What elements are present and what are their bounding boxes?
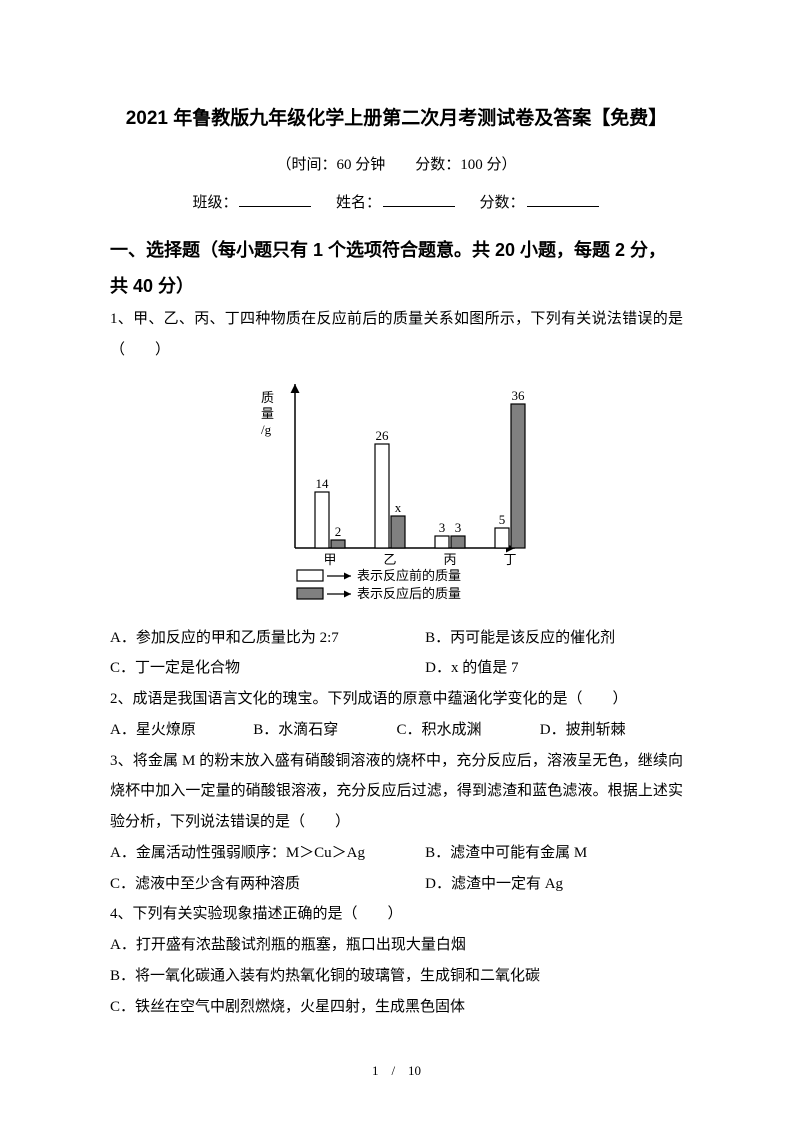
- field-class-label: 班级：: [192, 195, 237, 211]
- q1-options: A．参加反应的甲和乙质量比为 2:7 B．丙可能是该反应的催化剂 C．丁一定是化…: [110, 623, 683, 685]
- q1-opt-c[interactable]: C．丁一定是化合物: [110, 653, 425, 684]
- q3-stem: 3、将金属 M 的粉末放入盛有硝酸铜溶液的烧杯中，充分反应后，溶液呈无色，继续向…: [110, 746, 683, 838]
- q4-opt-c[interactable]: C．铁丝在空气中剧烈燃烧，火星四射，生成黑色固体: [110, 992, 683, 1023]
- field-class-blank[interactable]: [239, 191, 311, 207]
- q1-opt-d[interactable]: D．x 的值是 7: [425, 653, 683, 684]
- svg-text:质: 质: [261, 390, 274, 405]
- svg-text:表示反应前的质量: 表示反应前的质量: [357, 568, 461, 583]
- svg-text:乙: 乙: [383, 552, 396, 567]
- q3-options: A．金属活动性强弱顺序：M＞Cu＞Ag B．滤渣中可能有金属 M C．滤液中至少…: [110, 838, 683, 900]
- svg-text:丙: 丙: [443, 552, 456, 567]
- svg-text:/g: /g: [261, 422, 272, 437]
- svg-text:表示反应后的质量: 表示反应后的质量: [357, 586, 461, 601]
- page-title: 2021 年鲁教版九年级化学上册第二次月考测试卷及答案【免费】: [110, 100, 683, 138]
- svg-text:36: 36: [511, 388, 525, 403]
- field-score-blank[interactable]: [527, 191, 599, 207]
- q1-opt-a[interactable]: A．参加反应的甲和乙质量比为 2:7: [110, 623, 425, 654]
- q3-opt-b[interactable]: B．滤渣中可能有金属 M: [425, 838, 683, 869]
- q1-stem: 1、甲、乙、丙、丁四种物质在反应前后的质量关系如图所示，下列有关说法错误的是（ …: [110, 304, 683, 366]
- svg-text:26: 26: [375, 428, 389, 443]
- q1-opt-b[interactable]: B．丙可能是该反应的催化剂: [425, 623, 683, 654]
- svg-text:3: 3: [438, 520, 445, 535]
- q4-opt-a[interactable]: A．打开盛有浓盐酸试剂瓶的瓶塞，瓶口出现大量白烟: [110, 930, 683, 961]
- q2-opt-a[interactable]: A．星火燎原: [110, 715, 253, 746]
- q4-opt-b[interactable]: B．将一氧化碳通入装有灼热氧化铜的玻璃管，生成铜和二氧化碳: [110, 961, 683, 992]
- section-heading: 一、选择题（每小题只有 1 个选项符合题意。共 20 小题，每题 2 分，共 4…: [110, 232, 683, 304]
- q2-opt-b[interactable]: B．水滴石穿: [253, 715, 396, 746]
- q2-options: A．星火燎原 B．水滴石穿 C．积水成渊 D．披荆斩棘: [110, 715, 683, 746]
- q2-opt-d[interactable]: D．披荆斩棘: [540, 715, 683, 746]
- svg-text:5: 5: [498, 512, 505, 527]
- field-name-label: 姓名：: [336, 195, 381, 211]
- svg-text:量: 量: [261, 406, 274, 421]
- svg-text:2: 2: [334, 524, 341, 539]
- q2-stem: 2、成语是我国语言文化的瑰宝。下列成语的原意中蕴涵化学变化的是（ ）: [110, 684, 683, 715]
- q1-chart: 质量/g 14 2 甲 26 x 乙 33 丙 5 36 丁表示反应前的质量表示反应后的质量: [110, 372, 683, 613]
- exam-meta: （时间：60 分钟 分数：100 分）: [110, 150, 683, 180]
- student-fields: 班级： 姓名： 分数：: [110, 188, 683, 218]
- page-number: 1 / 10: [0, 1058, 793, 1084]
- svg-text:3: 3: [454, 520, 461, 535]
- field-score-label: 分数：: [480, 195, 525, 211]
- q3-opt-d[interactable]: D．滤渣中一定有 Ag: [425, 869, 683, 900]
- svg-text:x: x: [394, 500, 401, 515]
- bar-chart-svg: 质量/g 14 2 甲 26 x 乙 33 丙 5 36 丁表示反应前的质量表示反应后的质量: [247, 372, 547, 602]
- svg-text:甲: 甲: [323, 552, 336, 567]
- field-name-blank[interactable]: [383, 191, 455, 207]
- q3-opt-a[interactable]: A．金属活动性强弱顺序：M＞Cu＞Ag: [110, 838, 425, 869]
- q4-stem: 4、下列有关实验现象描述正确的是（ ）: [110, 899, 683, 930]
- q2-opt-c[interactable]: C．积水成渊: [397, 715, 540, 746]
- q3-opt-c[interactable]: C．滤液中至少含有两种溶质: [110, 869, 425, 900]
- svg-text:丁: 丁: [503, 552, 516, 567]
- svg-text:14: 14: [315, 476, 329, 491]
